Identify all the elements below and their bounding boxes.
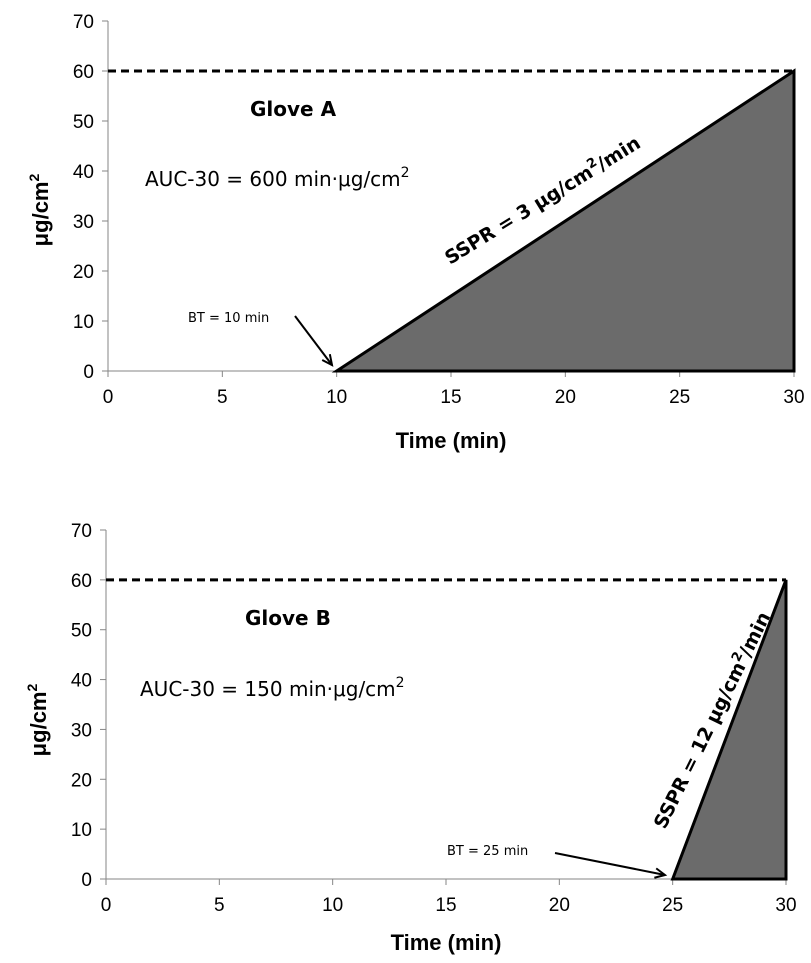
x-tick-label: 25 <box>662 895 683 916</box>
auc-label: AUC-30 = 150 min·μg/cm2​ <box>140 675 405 701</box>
bt-arrow-head <box>321 354 334 367</box>
x-tick-label: 15 <box>435 895 456 916</box>
chart-glove-a: 0 10 20 30 40 50 60 70 0 5 10 15 20 25 30 Time (min) μg/… <box>26 12 805 453</box>
glove-label: Glove B <box>245 606 331 630</box>
x-tick-label: 0 <box>101 895 112 916</box>
y-axis-title: μg/cm2​ <box>26 173 53 246</box>
y-tick-label: 10 <box>71 820 92 841</box>
x-tick-label: 10 <box>326 387 347 408</box>
y-tick-label: 50 <box>71 621 92 642</box>
x-tick-label: 15 <box>440 387 461 408</box>
x-tick-label: 20 <box>549 895 570 916</box>
bt-arrow-shaft <box>294 315 333 366</box>
x-tick-label: 10 <box>322 895 343 916</box>
x-tick-label: 5 <box>217 387 228 408</box>
bt-arrow-shaft <box>554 852 666 876</box>
y-tick-label: 0 <box>83 362 94 383</box>
x-tick-label: 30 <box>775 895 796 916</box>
y-tick-label: 20 <box>73 262 94 283</box>
y-tick-label: 40 <box>73 162 94 183</box>
y-tick-label: 30 <box>71 720 92 741</box>
x-tick-label: 0 <box>103 387 114 408</box>
x-tick-label: 25 <box>669 387 690 408</box>
permeation-area <box>670 579 788 881</box>
y-tick-label: 60 <box>71 571 92 592</box>
glove-label: Glove A <box>250 97 337 121</box>
y-tick-label: 70 <box>71 521 92 542</box>
x-tick-label: 5 <box>214 895 225 916</box>
auc-label: AUC-30 = 600 min·μg/cm2​ <box>145 165 410 191</box>
x-axis-title: Time (min) <box>396 428 507 453</box>
bt-arrow-head <box>654 867 668 879</box>
bt-label: BT = 10 min <box>188 311 269 326</box>
y-tick-label: 70 <box>73 12 94 33</box>
y-tick-label: 30 <box>73 212 94 233</box>
y-tick-label: 40 <box>71 671 92 692</box>
x-axis-title: Time (min) <box>391 930 502 955</box>
y-tick-label: 50 <box>73 112 94 133</box>
y-tick-label: 20 <box>71 770 92 791</box>
y-axis-title: μg/cm2​ <box>24 683 51 756</box>
x-tick-label: 20 <box>555 387 576 408</box>
permeation-area <box>331 68 796 373</box>
chart-glove-b: 0 10 20 30 40 50 60 70 0 5 10 15 20 25 30 Time (min) μg/… <box>24 521 797 955</box>
y-tick-label: 10 <box>73 312 94 333</box>
x-tick-label: 30 <box>783 387 804 408</box>
y-tick-label: 0 <box>81 870 92 891</box>
bt-label: BT = 25 min <box>447 844 528 859</box>
y-tick-label: 60 <box>73 62 94 83</box>
